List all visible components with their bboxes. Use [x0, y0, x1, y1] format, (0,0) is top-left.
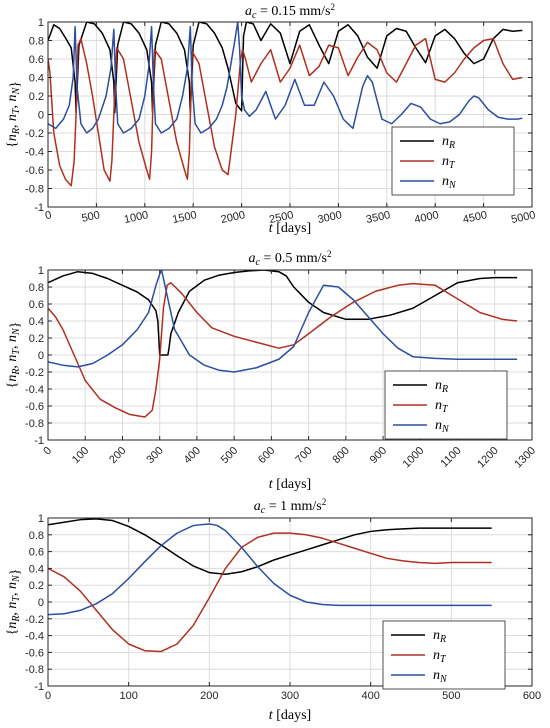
y-tick-label: -0.2: [25, 128, 44, 140]
chart-panel-1: 0 500 1000 1500 2000 2500 3000 3500 4000 4500 5000…: [5, 2, 537, 236]
y-tick-label: -1: [34, 202, 44, 214]
y-tick-label: 0.2: [29, 580, 44, 592]
y-tick-label: 0.4: [29, 316, 44, 328]
chart-panel-2: 0 100 200 300 400 500 600 700 800 900 1000 1100 1200…: [5, 249, 538, 492]
y-tick-label: -0.6: [25, 165, 44, 177]
x-tick-label: 100: [70, 445, 91, 466]
x-tick-label: 400: [182, 445, 203, 466]
x-tick-label: 0: [44, 209, 52, 222]
y-tick-label: 0.8: [29, 36, 44, 48]
chart-title: ac = 1 mm/s2: [254, 497, 326, 516]
x-tick-label: 1100: [438, 445, 463, 470]
x-axis-label: t [days]: [269, 477, 311, 492]
y-tick-label: 1: [38, 265, 44, 277]
y-tick-label: 0.6: [29, 299, 44, 311]
y-tick-label: -1: [34, 681, 44, 693]
x-axis-label: t [days]: [269, 221, 311, 236]
x-tick-label: 2000: [220, 209, 246, 226]
y-tick-label: -0.4: [25, 147, 44, 159]
y-tick-label: 0.2: [29, 91, 44, 103]
y-tick-label: 0: [38, 110, 44, 122]
x-tick-label: 600: [523, 690, 541, 702]
y-tick-label: -0.8: [25, 664, 44, 676]
x-tick-label: 600: [256, 445, 277, 466]
x-tick-label: 1500: [171, 209, 197, 226]
y-tick-label: 1: [38, 17, 44, 29]
x-tick-label: 1300: [512, 445, 538, 471]
y-tick-label: 0.4: [29, 73, 44, 85]
y-tick-label: 0.2: [29, 333, 44, 345]
x-tick-label: 4000: [413, 209, 439, 226]
x-tick-label: 500: [442, 690, 460, 702]
x-tick-label: 900: [368, 445, 389, 466]
y-tick-label: -0.6: [25, 401, 44, 413]
x-tick-label: 3500: [365, 209, 391, 226]
y-axis-label: {nR, nT, nN}: [5, 322, 23, 389]
y-tick-label: -0.4: [25, 631, 44, 643]
x-tick-label: 1000: [123, 209, 149, 226]
x-tick-label: 4500: [462, 209, 488, 226]
y-tick-label: 0: [38, 597, 44, 609]
y-tick-label: -0.2: [25, 614, 44, 626]
x-tick-label: 3000: [317, 209, 343, 226]
y-tick-label: 0.8: [29, 530, 44, 542]
y-tick-label: -1: [34, 435, 44, 447]
y-axis-label: {nR, nT, nN}: [5, 81, 23, 148]
y-tick-label: 0.6: [29, 54, 44, 66]
y-tick-label: 0.6: [29, 547, 44, 559]
x-axis-label: t [days]: [269, 708, 311, 723]
y-tick-label: -0.6: [25, 647, 44, 659]
x-tick-label: 1200: [475, 445, 501, 471]
y-tick-label: -0.4: [25, 384, 44, 396]
y-tick-label: 1: [38, 513, 44, 525]
chart-title: ac = 0.15 mm/s2: [245, 2, 335, 21]
x-tick-label: 500: [219, 445, 240, 466]
chart-panel-3: 0 100 200 300 400 500 600 -1 -0.8 -0.6 -0.4 -0.2 0 0.…: [5, 497, 541, 723]
y-tick-label: 0.4: [29, 563, 44, 575]
x-tick-label: 0: [45, 690, 51, 702]
x-tick-label: 1000: [401, 445, 427, 471]
y-tick-label: 0: [38, 350, 44, 362]
x-tick-label: 800: [331, 445, 352, 466]
x-tick-label: 200: [200, 690, 218, 702]
y-tick-label: 0.8: [29, 282, 44, 294]
x-tick-label: 700: [293, 445, 314, 466]
x-tick-label: 300: [144, 445, 165, 466]
x-tick-label: 200: [107, 445, 128, 466]
y-tick-label: -0.8: [25, 418, 44, 430]
chart-title: ac = 0.5 mm/s2: [249, 249, 332, 268]
y-tick-label: -0.8: [25, 184, 44, 196]
x-tick-label: 500: [81, 209, 101, 225]
x-tick-label: 400: [361, 690, 379, 702]
x-tick-label: 100: [119, 690, 137, 702]
y-axis-label: {nR, nT, nN}: [5, 569, 23, 636]
y-tick-label: -0.2: [25, 367, 44, 379]
x-tick-label: 5000: [510, 209, 536, 226]
x-tick-label: 300: [281, 690, 299, 702]
